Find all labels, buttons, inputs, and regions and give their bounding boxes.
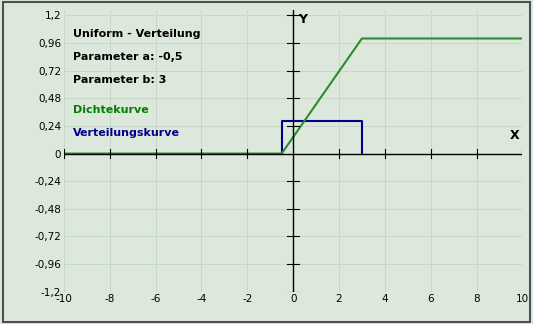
Text: Verteilungskurve: Verteilungskurve — [73, 128, 180, 138]
Text: Parameter a: -0,5: Parameter a: -0,5 — [73, 52, 183, 62]
Text: Dichtekurve: Dichtekurve — [73, 105, 149, 115]
Text: Uniform - Verteilung: Uniform - Verteilung — [73, 29, 200, 39]
Text: Y: Y — [298, 13, 306, 26]
Text: Parameter b: 3: Parameter b: 3 — [73, 75, 166, 85]
Text: X: X — [509, 129, 519, 142]
